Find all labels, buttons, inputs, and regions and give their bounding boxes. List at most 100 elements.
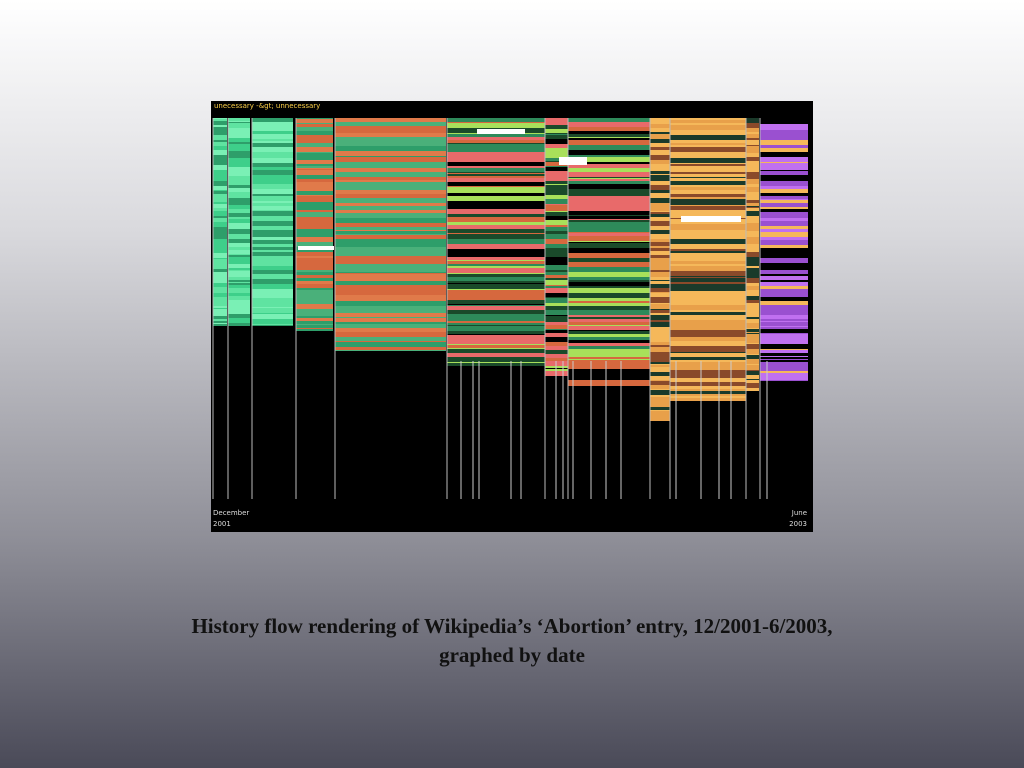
flow-stripe bbox=[335, 213, 446, 218]
flow-stripe bbox=[760, 175, 808, 179]
flow-stripe bbox=[296, 191, 333, 195]
flow-stripe bbox=[447, 306, 545, 310]
flow-stripe bbox=[746, 380, 759, 383]
flow-stripe bbox=[670, 125, 746, 130]
flow-stripe bbox=[335, 343, 446, 347]
flow-stripe bbox=[545, 333, 568, 337]
flow-stripe bbox=[568, 319, 650, 322]
flow-stripe bbox=[650, 313, 670, 315]
flow-stripe bbox=[545, 125, 568, 127]
flow-stripe bbox=[650, 193, 670, 198]
flow-stripe bbox=[252, 247, 293, 248]
flow-stripe bbox=[335, 289, 446, 290]
flow-stripe bbox=[296, 135, 333, 139]
flow-stripe bbox=[335, 281, 446, 285]
flow-stripe bbox=[650, 174, 670, 175]
flow-stripe bbox=[213, 156, 227, 161]
flow-stripe bbox=[252, 170, 293, 175]
flow-stripe bbox=[650, 362, 670, 364]
flow-stripe bbox=[746, 168, 759, 172]
flow-stripe bbox=[335, 118, 446, 119]
flow-stripe bbox=[760, 179, 808, 181]
flow-stripe bbox=[760, 145, 808, 147]
flow-stripe bbox=[670, 230, 746, 235]
flow-stripe bbox=[760, 315, 808, 319]
flow-stripe bbox=[447, 172, 545, 173]
flow-stripe bbox=[296, 163, 333, 164]
flow-stripe bbox=[760, 289, 808, 294]
flow-stripe bbox=[252, 210, 293, 211]
flow-stripe bbox=[670, 370, 746, 372]
flow-stripe bbox=[228, 123, 250, 128]
flow-stripe bbox=[650, 226, 670, 230]
flow-stripe bbox=[760, 157, 808, 162]
highlight-band bbox=[559, 157, 587, 165]
flow-stripe bbox=[760, 133, 808, 137]
flow-stripe bbox=[252, 158, 293, 163]
flow-stripe bbox=[650, 239, 670, 242]
flow-stripe bbox=[650, 389, 670, 390]
flow-stripe bbox=[213, 191, 227, 194]
flow-stripe bbox=[296, 152, 333, 153]
flow-stripe bbox=[545, 227, 568, 231]
flow-stripe bbox=[335, 126, 446, 130]
flow-stripe bbox=[296, 169, 333, 170]
flow-stripe bbox=[335, 223, 446, 227]
flow-stripe bbox=[296, 257, 333, 258]
flow-stripe bbox=[335, 324, 446, 328]
flow-stripe bbox=[335, 156, 446, 157]
flow-stripe bbox=[213, 140, 227, 142]
flow-stripe bbox=[650, 270, 670, 271]
flow-stripe bbox=[760, 240, 808, 245]
flow-stripe bbox=[335, 133, 446, 137]
flow-stripe bbox=[252, 324, 293, 325]
flow-stripe bbox=[568, 179, 650, 181]
flow-stripe bbox=[213, 208, 227, 211]
flow-stripe bbox=[252, 314, 293, 319]
flow-stripe bbox=[746, 272, 759, 277]
flow-stripe bbox=[335, 141, 446, 146]
flow-stripe bbox=[650, 188, 670, 190]
flow-stripe bbox=[545, 219, 568, 220]
flow-stripe bbox=[296, 164, 333, 166]
flow-stripe bbox=[228, 239, 250, 243]
flow-stripe bbox=[296, 186, 333, 191]
flow-stripe bbox=[568, 303, 650, 304]
flow-stripe bbox=[568, 229, 650, 232]
flow-stripe bbox=[545, 205, 568, 210]
flow-stripe bbox=[545, 260, 568, 265]
flow-stripe bbox=[545, 171, 568, 176]
flow-stripe bbox=[545, 144, 568, 148]
flow-stripe bbox=[447, 178, 545, 182]
flow-stripe bbox=[335, 151, 446, 156]
flow-stripe bbox=[746, 383, 759, 388]
flow-stripe bbox=[228, 323, 250, 326]
flow-stripe bbox=[545, 257, 568, 260]
flow-stripe bbox=[760, 193, 808, 196]
flow-stripe bbox=[670, 266, 746, 271]
flow-stripe bbox=[296, 284, 333, 288]
flow-stripe bbox=[650, 180, 670, 181]
flow-stripe bbox=[568, 282, 650, 286]
flow-stripe bbox=[760, 286, 808, 289]
flow-stripe bbox=[296, 122, 333, 123]
flow-stripe bbox=[746, 118, 759, 123]
flow-stripe bbox=[228, 158, 250, 162]
flow-stripe bbox=[746, 359, 759, 364]
flow-stripe bbox=[568, 375, 650, 380]
flow-stripe bbox=[335, 119, 446, 122]
highlight-band bbox=[681, 216, 741, 222]
flow-stripe bbox=[568, 293, 650, 298]
flow-stripe bbox=[447, 209, 545, 214]
flow-stripe bbox=[568, 331, 650, 334]
flow-stripe bbox=[296, 281, 333, 284]
flow-stripe bbox=[760, 122, 808, 124]
flow-stripe bbox=[568, 130, 650, 131]
flow-stripe bbox=[447, 234, 545, 238]
flow-stripe bbox=[228, 121, 250, 122]
flow-stripe bbox=[447, 284, 545, 289]
history-flow-figure: unecessary -&gt; unnecessary December 20… bbox=[211, 101, 813, 532]
flow-stripe bbox=[568, 126, 650, 127]
flow-stripe bbox=[252, 203, 293, 204]
